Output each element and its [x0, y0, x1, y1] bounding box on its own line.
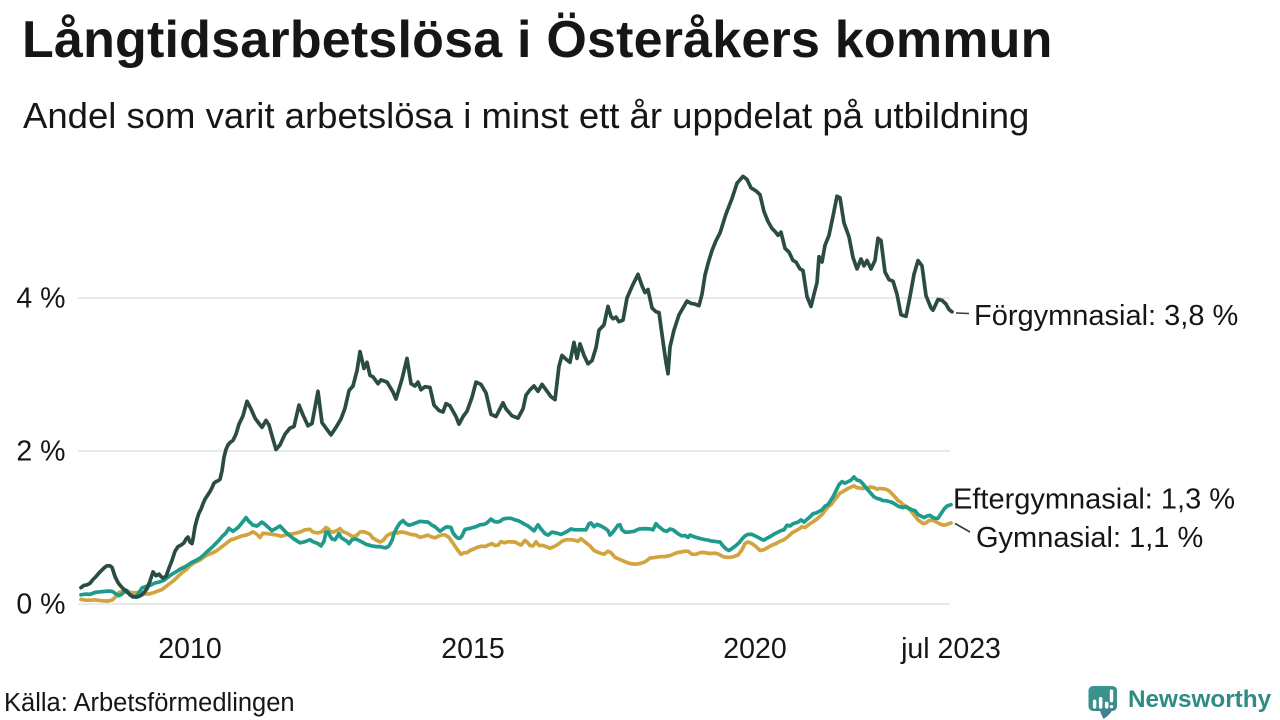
svg-text:2 %: 2 %	[16, 435, 65, 467]
svg-text:Eftergymnasial: 1,3 %: Eftergymnasial: 1,3 %	[953, 484, 1235, 516]
svg-text:Förgymnasial: 3,8 %: Förgymnasial: 3,8 %	[974, 300, 1238, 332]
svg-text:4 %: 4 %	[16, 282, 65, 314]
svg-text:0 %: 0 %	[16, 588, 65, 620]
svg-text:jul 2023: jul 2023	[900, 633, 1001, 665]
svg-text:2010: 2010	[158, 633, 221, 665]
svg-text:2020: 2020	[723, 633, 786, 665]
svg-text:Newsworthy: Newsworthy	[1128, 686, 1272, 713]
svg-text:2015: 2015	[441, 633, 504, 665]
svg-text:Gymnasial: 1,1 %: Gymnasial: 1,1 %	[976, 522, 1203, 554]
